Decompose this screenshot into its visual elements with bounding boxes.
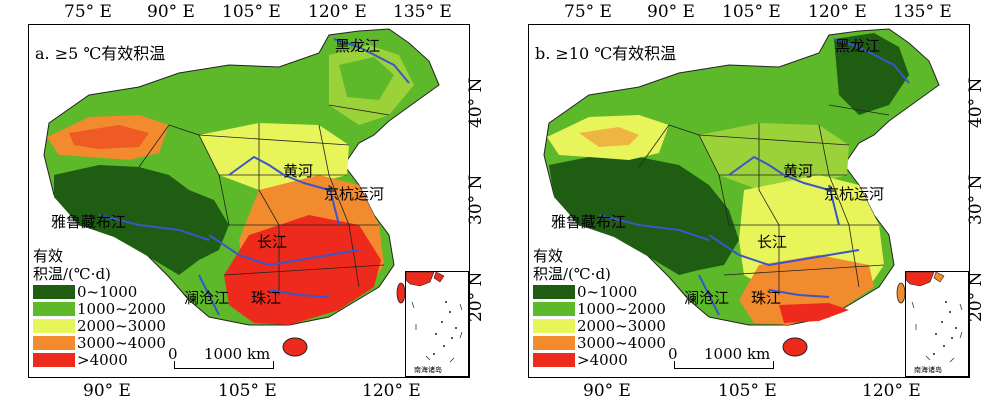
legend-swatch: [33, 318, 75, 333]
bottom-tick: 120° E: [362, 381, 421, 401]
legend-item: 1000~2000: [533, 300, 666, 318]
bottom-tick: 90° E: [83, 381, 131, 401]
panel-title: a. ≥5 ℃有效积温: [35, 44, 166, 63]
top-tick: 75° E: [564, 2, 612, 22]
river-label-zhujiang: 珠江: [251, 289, 282, 307]
river-label-huanghe: 黄河: [783, 162, 814, 180]
legend-swatch: [33, 301, 75, 316]
china-map-b: [543, 28, 940, 357]
river-label-jinghang: 京杭运河: [824, 185, 885, 203]
legend-title: 有效: [33, 247, 64, 265]
inset-map: [906, 272, 963, 363]
legend-item: >4000: [33, 351, 166, 369]
scale-bar-line: [674, 361, 774, 369]
right-tick: 30° N: [466, 174, 486, 225]
bottom-tick: 105° E: [218, 381, 277, 401]
top-tick: 90° E: [147, 2, 195, 22]
legend: 有效 积温/(℃·d) 0~1000 1000~2000 2000~3000 3…: [33, 247, 166, 369]
south-china-sea-inset: 南海诸岛: [905, 271, 969, 377]
legend-item: >4000: [533, 351, 666, 369]
china-map-a: [43, 28, 440, 357]
legend-swatch: [533, 352, 575, 367]
right-tick: 20° N: [466, 271, 486, 322]
panel-title: b. ≥10 ℃有效积温: [535, 44, 677, 63]
map-frame: a. ≥5 ℃有效积温 黑龙江 黄河 京杭运河 雅鲁藏布江 长江 澜沧江 珠江 …: [28, 24, 470, 378]
inset-label: 南海诸岛: [914, 366, 942, 374]
right-tick: 40° N: [466, 77, 486, 128]
legend-swatch: [533, 318, 575, 333]
scale-label: 1000 km: [204, 345, 271, 363]
river-label-zhujiang: 珠江: [751, 289, 782, 307]
river-label-jinghang: 京杭运河: [324, 185, 385, 203]
map-panel-a: 75° E 90° E 105° E 120° E 135° E: [28, 2, 486, 401]
right-tick: 30° N: [966, 174, 986, 225]
scale-label: 1000 km: [704, 345, 771, 363]
legend-title-unit: 积温/(℃·d): [533, 265, 611, 283]
legend-swatch: [33, 352, 75, 367]
top-tick: 105° E: [222, 2, 281, 22]
top-tick: 120° E: [808, 2, 867, 22]
bottom-tick: 105° E: [718, 381, 777, 401]
legend-item: 2000~3000: [33, 317, 166, 335]
south-china-sea-inset: 南海诸岛: [405, 271, 469, 377]
legend-item: 0~1000: [33, 283, 166, 301]
map-panel-b: 75° E 90° E 105° E 120° E 135° E: [500, 0, 1000, 406]
legend-swatch: [533, 284, 575, 299]
legend-item: 3000~4000: [533, 334, 666, 352]
legend-title-unit: 积温/(℃·d): [33, 265, 111, 283]
legend-swatch: [533, 335, 575, 350]
bottom-tick: 120° E: [862, 381, 921, 401]
river-label-heilongjiang: 黑龙江: [835, 37, 881, 55]
right-tick: 20° N: [966, 271, 986, 322]
river-label-yarlung: 雅鲁藏布江: [51, 213, 127, 231]
inset-label: 南海诸岛: [414, 366, 442, 374]
map-frame: b. ≥10 ℃有效积温 黑龙江 黄河 京杭运河 雅鲁藏布江 长江 澜沧江 珠江…: [528, 24, 970, 378]
inset-map: [406, 272, 463, 363]
right-tick: 40° N: [966, 77, 986, 128]
legend: 有效 积温/(℃·d) 0~1000 1000~2000 2000~3000 3…: [533, 247, 666, 369]
legend-item: 2000~3000: [533, 317, 666, 335]
legend-title: 有效: [533, 247, 564, 265]
top-tick: 90° E: [647, 2, 695, 22]
scale-zero: 0: [668, 345, 678, 363]
river-label-changjiang: 长江: [257, 233, 288, 251]
scale-bar-line: [174, 361, 274, 369]
top-tick: 75° E: [64, 2, 112, 22]
river-label-yarlung: 雅鲁藏布江: [551, 213, 627, 231]
scale-bar: 0 1000 km: [668, 345, 774, 369]
top-tick: 120° E: [308, 2, 367, 22]
river-label-heilongjiang: 黑龙江: [335, 37, 381, 55]
top-tick: 135° E: [393, 2, 452, 22]
legend-item: 0~1000: [533, 283, 666, 301]
legend-item: 3000~4000: [33, 334, 166, 352]
bottom-tick: 90° E: [583, 381, 631, 401]
top-tick: 135° E: [893, 2, 952, 22]
legend-item: 1000~2000: [33, 300, 166, 318]
river-label-lancang: 澜沧江: [684, 289, 730, 307]
river-label-huanghe: 黄河: [283, 162, 314, 180]
river-label-changjiang: 长江: [757, 233, 788, 251]
legend-swatch: [533, 301, 575, 316]
scale-zero: 0: [168, 345, 178, 363]
legend-swatch: [33, 335, 75, 350]
river-label-lancang: 澜沧江: [184, 289, 230, 307]
scale-bar: 0 1000 km: [168, 345, 274, 369]
top-tick: 105° E: [722, 2, 781, 22]
legend-swatch: [33, 284, 75, 299]
